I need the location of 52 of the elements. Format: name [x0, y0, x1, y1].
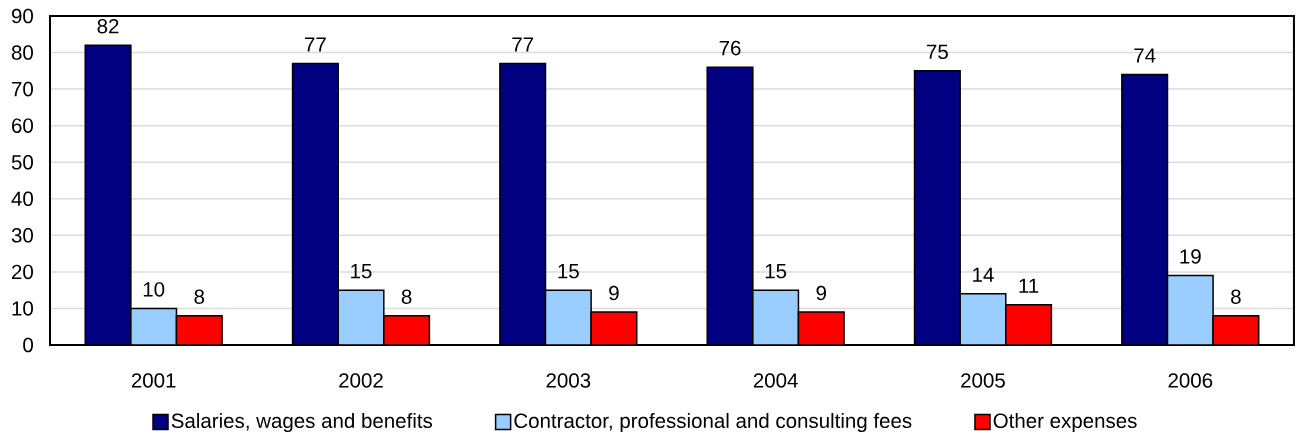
data-label: 77	[305, 37, 326, 52]
bar	[1005, 304, 1052, 345]
x-tick-label: 2003	[546, 373, 591, 388]
y-tick-label: 40	[11, 191, 33, 207]
legend-label: Contractor, professional and consulting fees	[514, 413, 912, 433]
y-tick-label: 20	[12, 264, 33, 280]
bar	[291, 62, 339, 345]
y-tick-label: 90	[11, 8, 33, 24]
y-tick-label: 80	[11, 45, 33, 60]
data-label: 15	[558, 264, 579, 279]
y-tick-label: 0	[23, 337, 33, 353]
bar	[590, 311, 638, 345]
x-tick-label: 2004	[753, 373, 798, 388]
data-label: 8	[194, 289, 205, 304]
bar	[130, 307, 178, 345]
bar	[84, 44, 132, 345]
y-tick-label: 70	[12, 81, 33, 97]
bar	[1121, 73, 1169, 345]
x-tick-label: 2002	[339, 373, 383, 388]
bar	[797, 311, 845, 345]
x-tick-label: 2006	[1168, 373, 1213, 388]
x-tick-label: 2001	[131, 373, 176, 388]
data-label: 14	[973, 267, 994, 282]
bar	[337, 289, 385, 345]
x-tick-label: 2005	[961, 373, 1005, 388]
data-label: 74	[1134, 48, 1156, 63]
y-tick-label: 10	[12, 301, 33, 316]
bar	[499, 62, 547, 345]
data-label: 76	[719, 40, 741, 56]
data-label: 8	[1231, 289, 1241, 304]
y-tick-label: 30	[11, 228, 33, 243]
data-label: 9	[816, 285, 826, 301]
bar	[706, 66, 754, 345]
data-label: 82	[97, 18, 119, 34]
bar	[1166, 274, 1214, 345]
data-label: 77	[512, 37, 534, 52]
y-tick-label: 50	[11, 154, 33, 170]
bar	[960, 293, 1006, 345]
data-label: 75	[926, 44, 948, 60]
bar	[914, 70, 961, 345]
legend-label: Salaries, wages and benefits	[171, 413, 433, 433]
legend-label: Other expenses	[993, 413, 1137, 433]
data-label: 8	[401, 289, 412, 304]
data-label: 11	[1019, 278, 1039, 293]
data-label: 10	[143, 282, 165, 297]
data-label: 9	[609, 285, 619, 301]
data-label: 19	[1180, 249, 1201, 264]
y-tick-label: 60	[12, 118, 33, 133]
data-label: 15	[351, 264, 372, 279]
data-label: 15	[765, 264, 787, 279]
bar	[752, 289, 800, 345]
bar	[544, 289, 592, 345]
